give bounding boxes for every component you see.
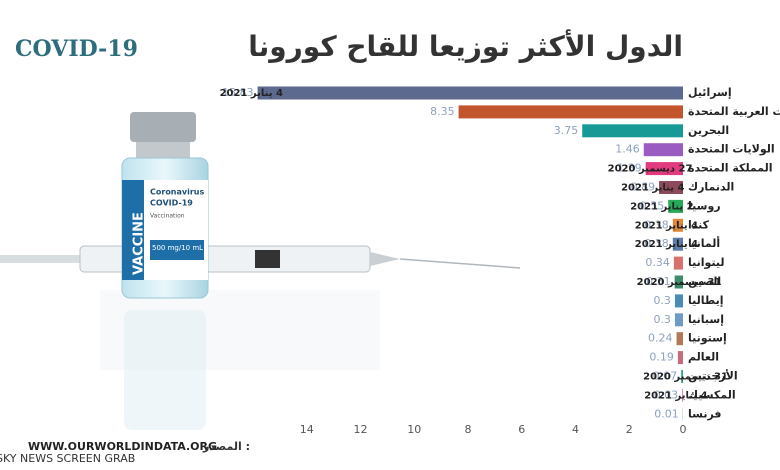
bar (643, 143, 683, 157)
vial-illustration (121, 112, 209, 430)
bar (659, 181, 683, 194)
vial-text: Coronavirus (150, 188, 205, 197)
bar (645, 162, 683, 176)
bar (668, 199, 683, 213)
y-tick-label: كندا (688, 218, 710, 231)
y-tick-label: الأرجنتين (688, 369, 738, 383)
value-label: 0.31 (646, 275, 671, 288)
x-tick-label: 4 (572, 423, 579, 436)
date-label: 4 يناير 2021 (220, 88, 283, 99)
y-tick-label: الإمارات العربية المتحدة (688, 105, 780, 118)
y-tick-label: إسبانيا (688, 313, 724, 326)
value-label: 0.38 (644, 237, 669, 250)
y-tick-label: المملكة المتحدة (688, 162, 773, 175)
y-tick-label: الصين (688, 275, 721, 288)
y-tick-label: المكسيك (688, 388, 736, 401)
date-label: 31 ديسمبر 2020 (643, 372, 728, 383)
value-label: 0.55 (640, 199, 665, 212)
y-tick-label: العالم (688, 351, 719, 364)
value-label: 15.83 (222, 86, 254, 99)
value-label: 0.89 (631, 181, 656, 194)
bar (672, 237, 683, 251)
value-label: 0.38 (644, 218, 669, 231)
bar (458, 105, 683, 119)
date-label: 27 ديسمبر 2020 (608, 164, 693, 175)
bar (672, 218, 683, 232)
bar (257, 86, 683, 100)
value-label: 0.24 (648, 332, 673, 345)
x-tick-label: 2 (626, 423, 633, 436)
x-tick-label: 6 (518, 423, 525, 436)
vial-text: VACCINE (132, 212, 147, 275)
vial-text: 500 mg/10 mL (152, 244, 203, 252)
y-tick-label: إستونيا (688, 332, 727, 345)
y-tick-label: البحرين (688, 124, 729, 137)
value-label: 0.3 (653, 313, 671, 326)
value-label: 1.39 (617, 162, 642, 175)
date-label: 4 يناير 2021 (621, 183, 684, 194)
bar (582, 124, 683, 138)
watermark: SKY NEWS SCREEN GRAB (0, 452, 135, 465)
value-label: 0.07 (653, 370, 678, 383)
x-tick-label: 10 (407, 423, 421, 436)
bar (677, 351, 683, 365)
date-label: 4 يناير 2021 (635, 239, 698, 250)
x-tick-label: 12 (354, 423, 368, 436)
date-label: 31 ديسمبر 2020 (637, 277, 722, 288)
bar (674, 275, 683, 289)
x-tick-label: 8 (465, 423, 472, 436)
y-tick-label: الدنمارك (688, 181, 734, 194)
y-tick-label: ألمانيا (688, 236, 720, 250)
bar (676, 332, 683, 346)
value-label: 1.46 (615, 143, 640, 156)
y-tick-label: إيطاليا (688, 294, 724, 307)
x-tick-label: 0 (680, 423, 687, 436)
y-tick-label: إسرائيل (688, 86, 732, 99)
vial-text: COVID-19 (150, 199, 193, 208)
y-tick-label: الولايات المتحدة (688, 143, 775, 156)
bar (681, 370, 683, 383)
bar (674, 294, 683, 308)
logo: COVID-19 (15, 36, 138, 62)
value-label: 0.34 (645, 256, 670, 269)
y-tick-label: روسيا (688, 199, 721, 212)
value-label: 0.3 (653, 294, 671, 307)
y-tick-label: فرنسا (688, 407, 722, 420)
bar (682, 388, 683, 402)
value-label: 8.35 (430, 105, 455, 118)
date-label: 4 يناير 2021 (635, 220, 698, 231)
source-label: المصدر : (202, 440, 250, 453)
date-label: 4 يناير 2021 (644, 390, 707, 401)
source: WWW.OURWORLDINDATA.ORG (28, 440, 217, 453)
value-label: 0.03 (654, 388, 679, 401)
bar (674, 313, 683, 327)
vial-text: Vaccination (150, 213, 185, 220)
date-label: 2 يناير 2021 (630, 201, 693, 212)
y-tick-label: ليتوانيا (688, 256, 725, 269)
value-label: 3.75 (554, 124, 579, 137)
value-label: 0.01 (654, 407, 679, 420)
chart-title: الدول الأكثر توزيعا للقاح كورونا (248, 29, 683, 63)
value-label: 0.19 (649, 351, 674, 364)
x-tick-label: 14 (300, 423, 314, 436)
bar (673, 256, 683, 270)
